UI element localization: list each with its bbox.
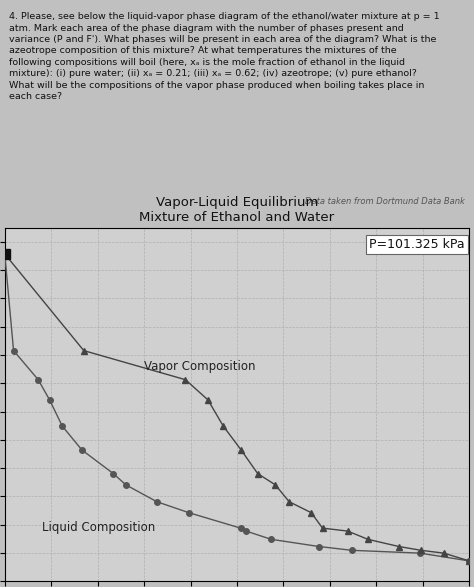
Text: 4. Please, see below the liquid-vapor phase diagram of the ethanol/water mixture: 4. Please, see below the liquid-vapor ph… (9, 12, 440, 101)
Text: Liquid Composition: Liquid Composition (42, 521, 155, 534)
Title: Vapor-Liquid Equilibrium
Mixture of Ethanol and Water: Vapor-Liquid Equilibrium Mixture of Etha… (139, 196, 335, 224)
Text: Vapor Composition: Vapor Composition (144, 360, 255, 373)
Text: Data taken from Dortmund Data Bank: Data taken from Dortmund Data Bank (305, 197, 465, 206)
Text: P=101.325 kPa: P=101.325 kPa (369, 238, 465, 251)
